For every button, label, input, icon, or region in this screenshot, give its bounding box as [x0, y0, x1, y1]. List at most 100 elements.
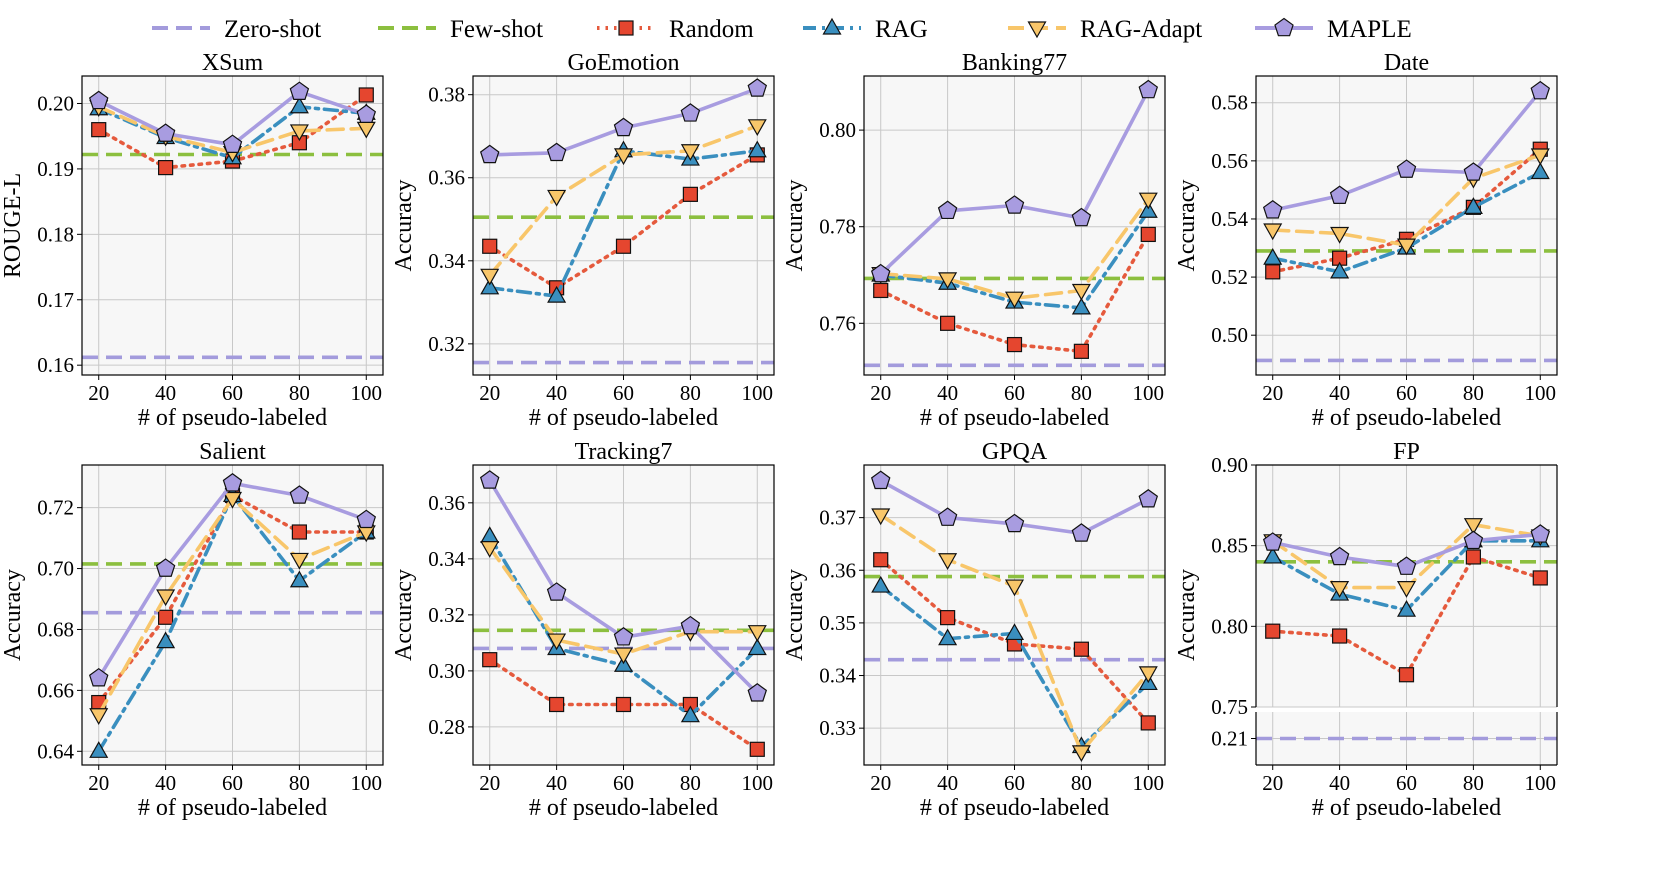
xtick-label: 40: [155, 771, 176, 795]
point-ragadapt-20: [480, 541, 500, 558]
ytick-label: 0.18: [37, 222, 74, 246]
xtick-label: 60: [1004, 381, 1025, 405]
point-ragadapt-60: [222, 491, 243, 509]
xtick-label: 100: [1525, 381, 1557, 405]
point-random-20: [91, 122, 107, 138]
xtick-label: 20: [870, 771, 891, 795]
point-maple-80: [289, 81, 310, 100]
xtick-label: 20: [1262, 381, 1283, 405]
xtick-label: 100: [1525, 771, 1557, 795]
ytick-label: 0.56: [1211, 149, 1248, 173]
series-ragadapt: [89, 491, 376, 725]
ytick-label: 0.80: [1211, 614, 1248, 638]
series-maple: [1262, 524, 1551, 575]
ytick-label: 0.30: [428, 659, 465, 683]
point-maple-100: [356, 104, 377, 123]
point-maple-100: [1138, 488, 1159, 508]
x-axis-label: # of pseudo-labeled: [138, 795, 327, 821]
data-series: [870, 470, 1159, 763]
point-maple-100: [1530, 80, 1551, 100]
xtick-label: 60: [222, 771, 243, 795]
legend-item-few: Few-shot: [378, 16, 543, 43]
legend-label-maple: MAPLE: [1327, 16, 1412, 43]
point-random-40: [549, 696, 565, 713]
legend-marker-random: [618, 20, 634, 36]
point-random-40: [158, 609, 174, 625]
point-ragadapt-100: [1138, 666, 1158, 684]
y-axis-label: Accuracy: [782, 569, 808, 661]
legend-label-zero: Zero-shot: [224, 16, 321, 43]
point-maple-40: [1329, 185, 1350, 204]
xtick-label: 100: [351, 771, 383, 795]
series-maple: [870, 79, 1159, 283]
point-ragadapt-80: [680, 144, 700, 161]
point-rag-100: [747, 140, 767, 158]
point-maple-60: [1396, 159, 1417, 178]
point-maple-60: [222, 134, 243, 153]
xtick-label: 20: [479, 771, 500, 795]
legend-label-ragadapt: RAG-Adapt: [1080, 16, 1202, 43]
point-maple-20: [870, 263, 891, 283]
point-random-100: [1532, 570, 1548, 586]
point-ragadapt-100: [747, 119, 767, 137]
x-axis-label: # of pseudo-labeled: [1312, 795, 1501, 821]
panel-gpqa: 0.33 0.34 0.35 0.36 0.37 20 40 60 80 100 GPQA # of …: [782, 439, 1166, 821]
legend-item-zero: Zero-shot: [152, 16, 321, 43]
panel-fp: 0.75 0.80 0.85 0.90 0.21 20 40 60 80 100 FP # of ps…: [1174, 439, 1558, 821]
line-random: [487, 153, 760, 290]
ytick-label: 0.34: [819, 664, 856, 688]
xtick-label: 40: [546, 381, 567, 405]
point-random-100: [358, 87, 374, 103]
series-random: [873, 226, 1156, 359]
xtick-label: 80: [1071, 381, 1092, 405]
ytick-label: 0.38: [428, 83, 465, 107]
series-random: [1265, 549, 1548, 683]
point-maple-60: [1396, 556, 1417, 575]
axes-frame: [1255, 75, 1558, 376]
ytick-label: 0.64: [37, 739, 74, 763]
point-random-20: [873, 282, 889, 299]
point-maple-60: [1004, 195, 1025, 214]
point-rag-20: [480, 277, 500, 295]
series-random: [873, 552, 1156, 731]
x-axis-label: # of pseudo-labeled: [1312, 405, 1501, 431]
point-maple-80: [289, 485, 310, 504]
legend-marker-ragadapt: [1027, 21, 1047, 39]
series-ragadapt: [871, 508, 1158, 763]
point-random-40: [940, 610, 956, 626]
xtick-label: 20: [88, 381, 109, 405]
legend-item-maple: MAPLE: [1255, 16, 1412, 43]
line-rag: [878, 209, 1151, 310]
ytick-label: 0.66: [37, 678, 74, 702]
point-maple-100: [747, 78, 768, 97]
data-series: [88, 473, 377, 758]
point-maple-40: [1329, 546, 1350, 566]
point-maple-40: [546, 142, 567, 162]
point-rag-20: [1263, 546, 1283, 564]
point-rag-40: [1330, 261, 1350, 279]
xtick-label: 60: [1396, 771, 1417, 795]
point-random-60: [1006, 336, 1023, 353]
panel-tracking7: 0.28 0.30 0.32 0.34 0.36 20 40 60 80 100 Tracking7…: [391, 439, 775, 821]
ytick-label: 0.58: [1211, 91, 1248, 115]
point-ragadapt-40: [547, 189, 567, 207]
ytick-label: 0.36: [428, 491, 465, 515]
plot-area: [473, 215, 774, 365]
point-rag-80: [289, 96, 309, 114]
panel-title: GPQA: [982, 439, 1048, 465]
point-ragadapt-100: [747, 625, 767, 642]
xtick-label: 100: [351, 381, 383, 405]
chart-panels: 0.16 0.17 0.18 0.19 0.20 20 40 60 80 100 XSum # of …: [0, 50, 1558, 821]
y-axis-label: Accuracy: [391, 180, 417, 272]
plot-area: [82, 562, 383, 615]
data-series: [870, 79, 1159, 359]
ytick-label: 0.34: [428, 547, 465, 571]
series-maple: [1262, 80, 1551, 219]
x-axis-label: # of pseudo-labeled: [920, 405, 1109, 431]
point-random-60: [615, 696, 632, 713]
panel-title: Salient: [199, 439, 266, 465]
point-random-80: [1073, 343, 1089, 359]
point-ragadapt-100: [1530, 148, 1550, 166]
xtick-label: 40: [937, 381, 958, 405]
ytick-label: 0.36: [819, 558, 856, 582]
